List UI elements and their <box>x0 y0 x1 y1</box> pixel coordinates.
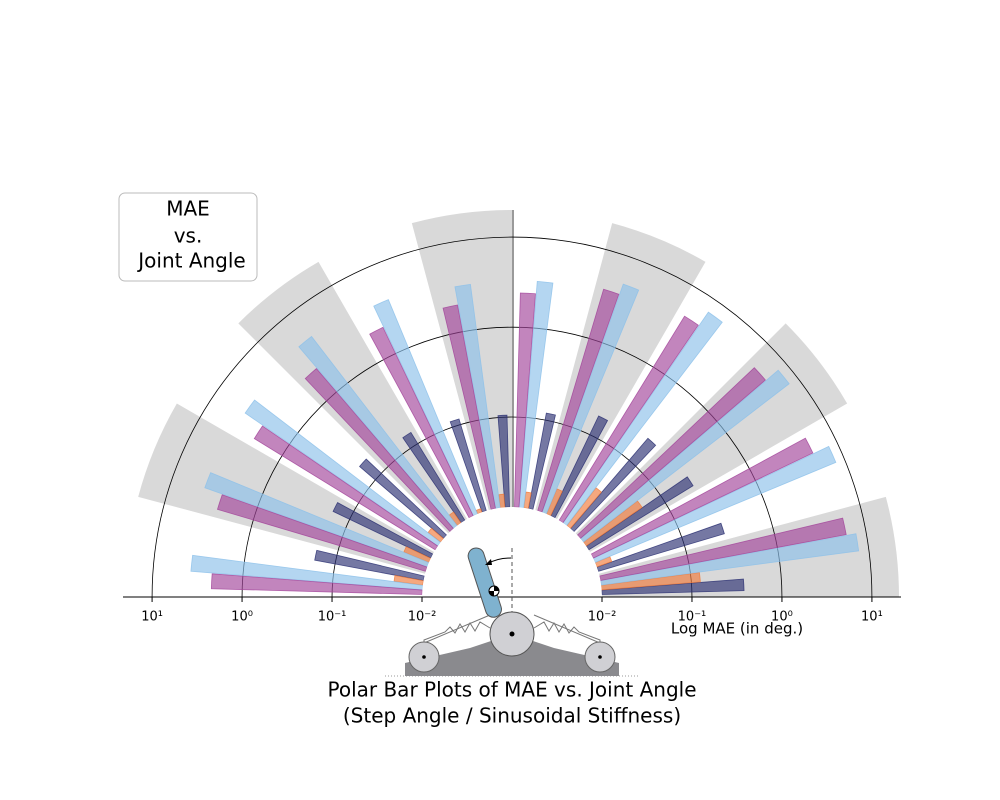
tick-label: 10⁻² <box>588 610 617 625</box>
springs <box>423 621 601 645</box>
chart-title: (Step Angle / Sinusoidal Stiffness) <box>343 704 681 728</box>
tick-label: 10⁻¹ <box>678 610 707 625</box>
tick-label: 10⁰ <box>231 610 253 625</box>
sector-background <box>535 223 706 520</box>
tick-label: 10¹ <box>141 610 163 625</box>
annotation: vs. <box>174 224 203 248</box>
pulley-axle <box>422 655 426 659</box>
robot-illustration <box>385 547 640 677</box>
tick-label: 10⁰ <box>771 610 793 625</box>
cables <box>423 614 601 644</box>
annotation: MAE <box>166 197 210 221</box>
center-of-mass-marker <box>489 586 499 596</box>
tick-label: 10⁻¹ <box>318 610 347 625</box>
annotation-box <box>118 192 258 282</box>
chart-title: Polar Bar Plots of MAE vs. Joint Angle <box>327 678 696 702</box>
grid-line <box>151 236 873 598</box>
link <box>467 547 502 618</box>
joint-axle <box>509 631 515 637</box>
angle-arrowhead <box>485 559 492 565</box>
tick-label: 10¹ <box>861 610 883 625</box>
pulley-axle <box>598 655 602 659</box>
tick-label: 10⁻² <box>408 610 437 625</box>
sector-background <box>138 403 435 574</box>
annotation: Joint Angle <box>136 249 245 273</box>
bars <box>190 280 860 595</box>
axis-label: Log MAE (in deg.) <box>671 620 803 638</box>
